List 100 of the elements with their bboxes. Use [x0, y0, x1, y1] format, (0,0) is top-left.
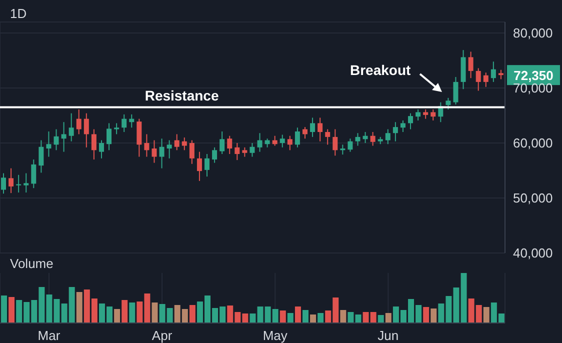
candlestick: [144, 134, 150, 158]
candlestick: [498, 69, 504, 80]
candlestick: [483, 72, 488, 88]
candlestick: [250, 142, 255, 158]
candlestick: [430, 108, 436, 121]
bar: [287, 313, 294, 323]
candlestick: [152, 140, 157, 164]
bar: [1, 296, 7, 323]
bar: [340, 310, 346, 323]
bar: [483, 307, 490, 323]
bar: [460, 273, 467, 323]
candlestick: [332, 128, 338, 156]
candlestick: [136, 118, 142, 158]
candlestick: [287, 135, 292, 151]
candlestick: [362, 132, 368, 144]
annotation: Breakout: [350, 62, 411, 78]
candlestick: [318, 117, 323, 142]
bar: [76, 292, 82, 323]
candlestick: [16, 174, 22, 193]
candlestick: [8, 168, 14, 194]
bar: [280, 310, 286, 323]
candlestick: [325, 128, 330, 146]
candlestick: [129, 114, 134, 128]
candlestick: [106, 122, 112, 151]
candlestick: [54, 128, 59, 151]
candlestick: [453, 76, 458, 105]
bar: [8, 297, 15, 323]
bar: [348, 312, 354, 323]
candlestick: [310, 117, 316, 138]
candlestick: [24, 172, 29, 193]
y-tick-label: 50,000: [513, 190, 553, 206]
candlestick: [122, 114, 127, 132]
y-tick-label: 60,000: [513, 136, 553, 151]
bar: [294, 306, 301, 323]
candlestick: [257, 132, 262, 152]
candlestick: [61, 122, 66, 152]
x-tick-label: Mar: [38, 328, 61, 343]
ref-line-label: Resistance: [144, 87, 219, 104]
bar: [189, 305, 196, 323]
bar: [250, 314, 256, 323]
candlestick: [280, 134, 285, 148]
candlestick: [468, 51, 474, 79]
candlestick: [272, 135, 278, 146]
bar: [423, 307, 430, 323]
candlestick: [446, 97, 451, 110]
candlestick: [159, 138, 164, 169]
candlestick: [423, 108, 428, 120]
bar: [129, 302, 136, 323]
candlestick: [355, 132, 360, 146]
bar: [378, 315, 384, 323]
candlestick: [302, 126, 308, 140]
y-tick-label: 40,000: [513, 246, 553, 261]
bar: [355, 314, 362, 323]
candlestick: [84, 112, 89, 148]
candlestick: [166, 140, 172, 159]
candlestick: [1, 172, 6, 194]
candlestick: [46, 130, 52, 158]
candlestick: [400, 120, 406, 132]
candlestick: [242, 146, 248, 158]
candlestick: [385, 128, 390, 145]
bar: [318, 313, 324, 323]
candlestick: [294, 127, 300, 148]
candlestick: [189, 140, 194, 164]
x-tick-label: May: [262, 328, 288, 343]
candlestick: [204, 154, 210, 178]
bar: [430, 308, 437, 323]
candlestick: [91, 128, 96, 160]
candlestick: [490, 61, 496, 82]
candlestick: [196, 151, 202, 182]
bar: [114, 309, 120, 323]
chart-title: 1D: [10, 6, 27, 21]
text: 72,350: [514, 68, 554, 84]
bar: [302, 310, 308, 323]
bar: [152, 302, 158, 323]
candlestick: [392, 122, 398, 142]
bar: [122, 300, 128, 323]
bar: [310, 314, 316, 323]
candlestick: [98, 140, 104, 159]
candlestick: [476, 68, 481, 92]
y-tick-label: 80,000: [513, 26, 553, 41]
candlestick: [76, 108, 82, 135]
candlestick: [408, 112, 414, 130]
candlestick: [340, 144, 346, 156]
candlestick: [416, 108, 421, 121]
candlestick: [174, 134, 180, 151]
x-tick-label: Jun: [378, 328, 399, 343]
y-tick-label: 70,000: [513, 80, 553, 96]
candlestick: [220, 130, 225, 154]
candlestick: [212, 146, 218, 164]
candlestick: [182, 137, 187, 151]
candlestick: [68, 112, 74, 142]
chart-title: Volume: [10, 256, 54, 271]
candlestick: [38, 140, 44, 174]
candlestick: [348, 138, 353, 152]
candlestick: [370, 132, 376, 146]
x-tick-label: Apr: [152, 328, 173, 343]
candlestick: [31, 159, 36, 189]
bar: [385, 313, 392, 323]
candlestick: [114, 122, 120, 135]
candlestick: [227, 135, 232, 154]
